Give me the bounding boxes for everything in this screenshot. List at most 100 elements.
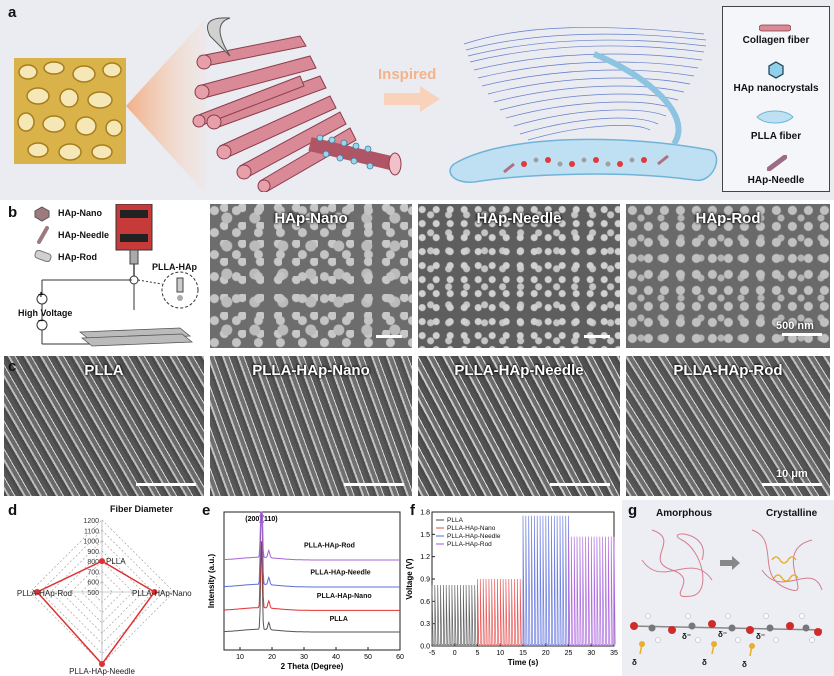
voltage-y-tick-label: 0.6 (420, 599, 430, 606)
scale-bar (762, 483, 822, 486)
hap-needle-legend-label: HAp-Needle (58, 230, 110, 240)
sem-title-hap-rod: HAp-Rod (695, 210, 761, 227)
panel-f: f -5 0 5 10 15 20 25 30 35 0.0 0.3 0.6 0.9 1.2 1.5 1.8 T… (404, 500, 620, 676)
xrd-pattern-chart: 10 20 30 40 50 60 2 Theta (Degree) Intensity (a… (207, 511, 404, 671)
voltage-legend-label: PLLA-HAp-Nano (447, 525, 496, 532)
radar-tick-label: 1200 (83, 518, 99, 525)
radar-title: Fiber Diameter (110, 504, 174, 514)
voltage-y-tick-label: 1.2 (420, 554, 430, 561)
voltage-x-tick-label: 35 (610, 650, 618, 657)
radar-axis-label: PLLA-HAp-Needle (69, 667, 135, 676)
scale-bar-label: 500 nm (776, 320, 814, 332)
hap-nano-icon (34, 206, 50, 222)
legend-plla-fiber: PLLA fiber (750, 131, 802, 142)
collagen-fiber-bundle-illustration (192, 17, 402, 192)
legend-collagen-fiber: Collagen fiber (742, 35, 810, 46)
xrd-plot-frame (223, 511, 401, 651)
plla-fiber-legend-icon (756, 110, 794, 124)
radar-tick-label: 900 (87, 549, 99, 556)
panel-a-legend: Collagen fiber HAp nanocrystals PLLA fib… (722, 6, 830, 192)
chain-conformation-illustration (630, 529, 823, 657)
radar-axis-label: PLLA-HAp-Rod (17, 589, 72, 598)
panel-label-f: f (410, 502, 415, 519)
radar-axis-label: PLLA (106, 557, 126, 566)
radar-axis-label: PLLA-HAp-Nano (132, 589, 192, 598)
panel-label-e: e (202, 502, 211, 519)
xrd-series-line (224, 511, 400, 561)
voltage-series-trace (477, 578, 525, 645)
xrd-y-axis-label: Intensity (a.u.) (207, 554, 216, 609)
sem-title-plla-hap-nano: PLLA-HAp-Nano (252, 362, 370, 379)
output-voltage-chart: -5 0 5 10 15 20 25 30 35 0.0 0.3 0.6 0.9 1.2 1.5 1.8 Tim… (405, 510, 618, 668)
inspired-arrow-icon (384, 86, 440, 112)
scale-bar (376, 335, 402, 338)
radar-tick-label: 1000 (83, 539, 99, 546)
xrd-series-label: PLLA-HAp-Needle (310, 569, 370, 576)
voltage-y-tick-label: 0.3 (420, 621, 430, 628)
xrd-series-line (224, 541, 400, 633)
delta-minus-label: δ⁻ (756, 632, 766, 641)
hap-rod-icon (34, 250, 52, 262)
sem-image-hap-nano: HAp-Nano (210, 204, 412, 348)
xrd-x-tick-label: 50 (364, 654, 372, 661)
scale-bar (584, 335, 610, 338)
panel-label-g: g (628, 502, 638, 519)
voltage-x-tick-label: 15 (519, 650, 527, 657)
panel-label-c: c (8, 358, 17, 375)
inspired-label: Inspired (378, 66, 437, 83)
radar-grid-ring (80, 570, 124, 614)
voltage-x-tick-label: 30 (587, 650, 595, 657)
crystalline-label: Crystalline (766, 508, 818, 519)
zoom-glow-shape (126, 18, 206, 194)
xrd-x-tick-label: 60 (396, 654, 404, 661)
plla-fiber-illustration (449, 27, 718, 183)
delta-minus-label: δ⁻ (682, 632, 692, 641)
voltage-y-axis-label: Voltage (V) (405, 558, 414, 600)
voltage-x-tick-label: -5 (429, 650, 435, 657)
panel-label-d: d (8, 502, 18, 519)
hap-nanocrystal-legend-icon (768, 61, 784, 79)
voltage-x-axis-label: Time (s) (508, 658, 539, 667)
voltage-y-tick-label: 0.9 (420, 577, 430, 584)
hap-nano-legend-label: HAp-Nano (58, 208, 102, 218)
sem-title-hap-needle: HAp-Needle (476, 210, 562, 227)
xrd-series-label: PLLA (330, 616, 348, 623)
panel-g: g Amorphous Crystalline δ⁻ δ⁻ (622, 500, 834, 676)
delta-label: δ (702, 658, 707, 667)
xrd-series-label: PLLA-HAp-Nano (317, 593, 372, 600)
xrd-x-tick-label: 30 (300, 654, 308, 661)
voltage-legend-label: PLLA-HAp-Needle (447, 533, 501, 540)
sem-title-plla-hap-needle: PLLA-HAp-Needle (454, 362, 584, 379)
radar-grid-ring (70, 560, 134, 624)
voltage-series-trace (522, 515, 571, 645)
delta-minus-label: δ⁻ (718, 630, 728, 639)
plus-terminal-label: + (38, 290, 44, 301)
voltage-y-tick-label: 1.8 (420, 510, 430, 517)
scale-bar (344, 483, 404, 486)
voltage-x-tick-label: 0 (453, 650, 457, 657)
amorphous-label: Amorphous (656, 508, 713, 519)
hap-rod-legend-label: HAp-Rod (58, 252, 97, 262)
radar-data-point (34, 589, 41, 595)
radar-tick-label: 1100 (84, 528, 99, 535)
xrd-x-axis-label: 2 Theta (Degree) (281, 662, 344, 671)
xrd-series-label: PLLA-HAp-Rod (304, 542, 355, 549)
panel-label-a: a (8, 4, 17, 21)
high-voltage-label: High Voltage (18, 308, 73, 318)
voltage-legend-label: PLLA-HAp-Rod (447, 541, 492, 548)
radar-data-point (99, 661, 105, 667)
electrospinning-setup-illustration (36, 204, 199, 347)
voltage-y-tick-label: 0.0 (420, 644, 430, 651)
panel-a: a (0, 0, 834, 200)
bone-texture-illustration (14, 58, 126, 164)
voltage-x-tick-label: 25 (565, 650, 573, 657)
sem-image-hap-rod: HAp-Rod 500 nm (626, 204, 830, 348)
sem-title-plla: PLLA (84, 362, 124, 379)
sem-image-plla: PLLA (4, 356, 204, 496)
scale-bar (782, 333, 822, 336)
sem-title-hap-nano: HAp-Nano (274, 210, 348, 227)
panel-d: d 500 600 700 800 900 1000 1100 1200 Fiber Diame… (0, 500, 200, 676)
radar-data-polygon (35, 560, 156, 666)
sem-image-plla-hap-rod: PLLA-HAp-Rod 10 μm (626, 356, 830, 496)
